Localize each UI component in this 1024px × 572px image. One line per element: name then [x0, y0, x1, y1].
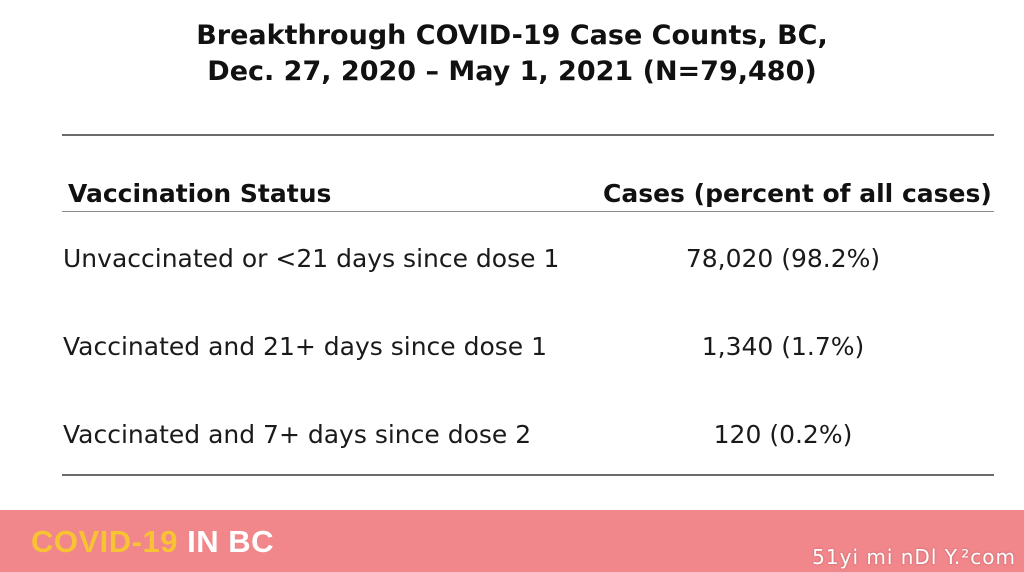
row-2-status: Vaccinated and 21+ days since dose 1	[63, 332, 548, 361]
slide-title: Breakthrough COVID-19 Case Counts, BC, D…	[0, 18, 1024, 90]
table-header-rule	[62, 211, 994, 212]
table-top-rule	[62, 134, 994, 136]
logo-in-bc: IN BC	[177, 524, 274, 559]
header-vaccination-status: Vaccination Status	[68, 179, 332, 208]
row-3-cases: 120 (0.2%)	[713, 420, 853, 449]
logo-covid-19: COVID-19	[31, 524, 178, 559]
row-1-status: Unvaccinated or <21 days since dose 1	[63, 244, 560, 273]
header-cases: Cases (percent of all cases)	[603, 179, 992, 208]
title-line-2: Dec. 27, 2020 – May 1, 2021 (N=79,480)	[207, 56, 817, 87]
table-bottom-rule	[62, 474, 994, 476]
title-line-1: Breakthrough COVID-19 Case Counts, BC,	[196, 20, 828, 51]
footer-banner: COVID-19 IN BC 51yi mi nDl Y.²com	[0, 510, 1024, 572]
row-1-cases: 78,020 (98.2%)	[685, 244, 881, 273]
watermark-text: 51yi mi nDl Y.²com	[812, 545, 1016, 569]
covid-bc-logo: COVID-19 IN BC	[31, 524, 274, 560]
row-2-cases: 1,340 (1.7%)	[701, 332, 865, 361]
row-3-status: Vaccinated and 7+ days since dose 2	[63, 420, 532, 449]
